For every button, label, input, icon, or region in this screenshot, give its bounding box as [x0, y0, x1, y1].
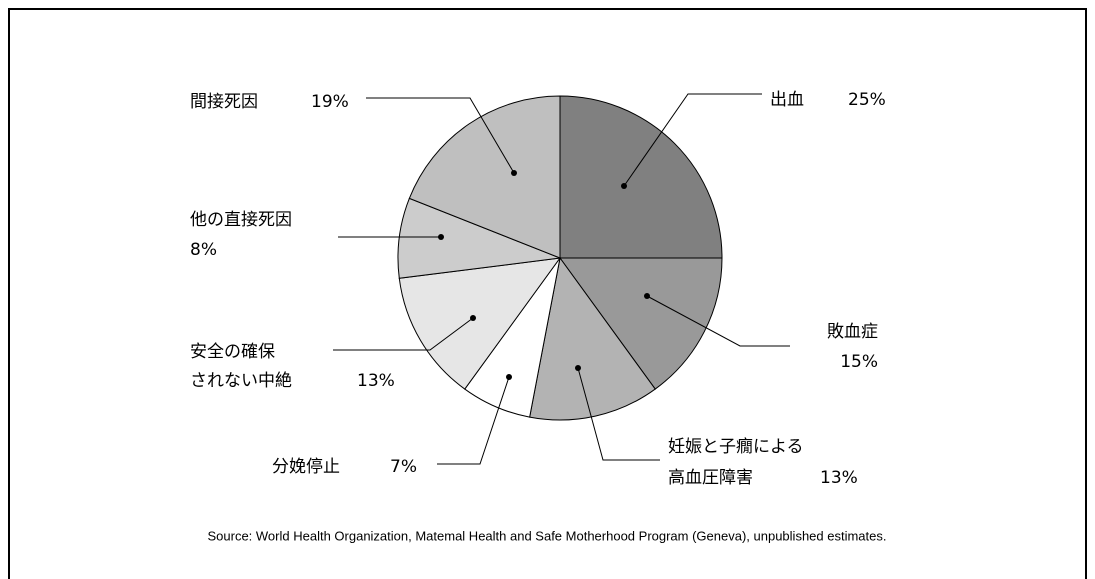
value-label: 13%: [820, 468, 858, 488]
slice-label: 敗血症: [827, 322, 878, 342]
leader-line: [366, 97, 515, 174]
leader-dot: [470, 315, 476, 321]
pie-slice: [398, 257, 562, 390]
pie-slice: [529, 256, 656, 421]
source: Source: World Health Organization, Matem…: [207, 528, 886, 543]
slice-label: 妊娠と子癇による: [668, 437, 804, 457]
leader-line: [333, 317, 474, 351]
leader-dot: [438, 234, 444, 240]
value-label: 8%: [190, 240, 217, 260]
leader-dot: [511, 170, 517, 176]
leader-dot: [644, 293, 650, 299]
slice-label: 高血圧障害: [668, 468, 753, 488]
slice-label: 出血: [770, 90, 804, 110]
leader-line: [623, 93, 762, 187]
leader-dot: [506, 374, 512, 380]
pie-slice: [559, 95, 723, 259]
slice-label: されない中絶: [190, 371, 292, 391]
slice-label: 間接死因: [190, 92, 258, 112]
slice-label: 分娩停止: [272, 457, 340, 477]
leader-dot: [621, 183, 627, 189]
leader-dot: [575, 365, 581, 371]
leader-line: [646, 295, 790, 347]
pie-slice: [559, 257, 723, 390]
value-label: 15%: [840, 352, 878, 372]
slice-label: 他の直接死因: [190, 210, 292, 230]
slice-label: 安全の確保: [190, 342, 275, 362]
leader-line: [577, 367, 660, 461]
value-label: 19%: [311, 92, 349, 112]
value-label: 7%: [390, 457, 417, 477]
pie-slice: [408, 95, 561, 259]
value-label: 25%: [848, 90, 886, 110]
leader-line: [437, 376, 510, 465]
value-label: 13%: [357, 371, 395, 391]
